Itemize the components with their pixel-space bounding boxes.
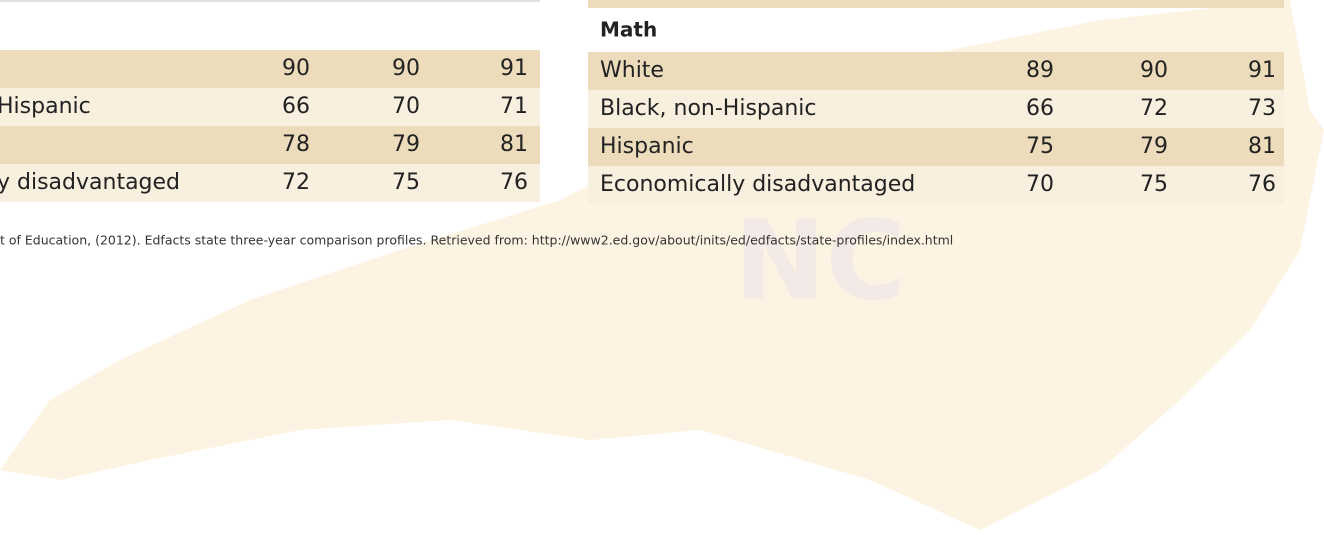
cell-value: 90 — [282, 56, 310, 81]
cell-value: 91 — [500, 56, 528, 81]
top-rule — [0, 0, 540, 2]
cell-value: 76 — [1248, 172, 1276, 197]
top-band — [588, 0, 1284, 8]
cell-value: 71 — [500, 94, 528, 119]
row-label: Black, non-Hispanic — [600, 96, 817, 121]
cell-value: 90 — [392, 56, 420, 81]
row-label: Hispanic — [600, 134, 694, 159]
cell-value: 89 — [1026, 58, 1054, 83]
cell-value: 66 — [1026, 96, 1054, 121]
citation: t of Education, (2012). Edfacts state th… — [0, 233, 953, 248]
table-row — [0, 164, 540, 202]
cell-value: 75 — [392, 170, 420, 195]
cell-value: 70 — [1026, 172, 1054, 197]
cell-value: 72 — [1140, 96, 1168, 121]
table-row — [588, 52, 1284, 90]
cell-value: 70 — [392, 94, 420, 119]
cell-value: 81 — [500, 132, 528, 157]
cell-value: 76 — [500, 170, 528, 195]
table-row — [0, 88, 540, 126]
table-row — [588, 128, 1284, 166]
cell-value: 72 — [282, 170, 310, 195]
table-row — [588, 90, 1284, 128]
cell-value: 75 — [1140, 172, 1168, 197]
table-row — [588, 166, 1284, 204]
row-label: Economically disadvantaged — [600, 172, 915, 197]
cell-value: 79 — [1140, 134, 1168, 159]
table-header: Math — [600, 18, 657, 42]
cell-value: 75 — [1026, 134, 1054, 159]
table-row — [0, 126, 540, 164]
cell-value: 66 — [282, 94, 310, 119]
table-row — [0, 50, 540, 88]
watermark: NC — [734, 196, 907, 324]
tables: 90 90 91 Hispanic 66 70 71 78 79 81 y disadvantage… — [0, 50, 1284, 204]
cell-value: 90 — [1140, 58, 1168, 83]
row-label: Hispanic — [0, 94, 91, 119]
cell-value: 81 — [1248, 134, 1276, 159]
row-label: y disadvantaged — [0, 170, 180, 195]
cell-value: 91 — [1248, 58, 1276, 83]
row-label: White — [600, 58, 664, 83]
cell-value: 79 — [392, 132, 420, 157]
cell-value: 78 — [282, 132, 310, 157]
cell-value: 73 — [1248, 96, 1276, 121]
